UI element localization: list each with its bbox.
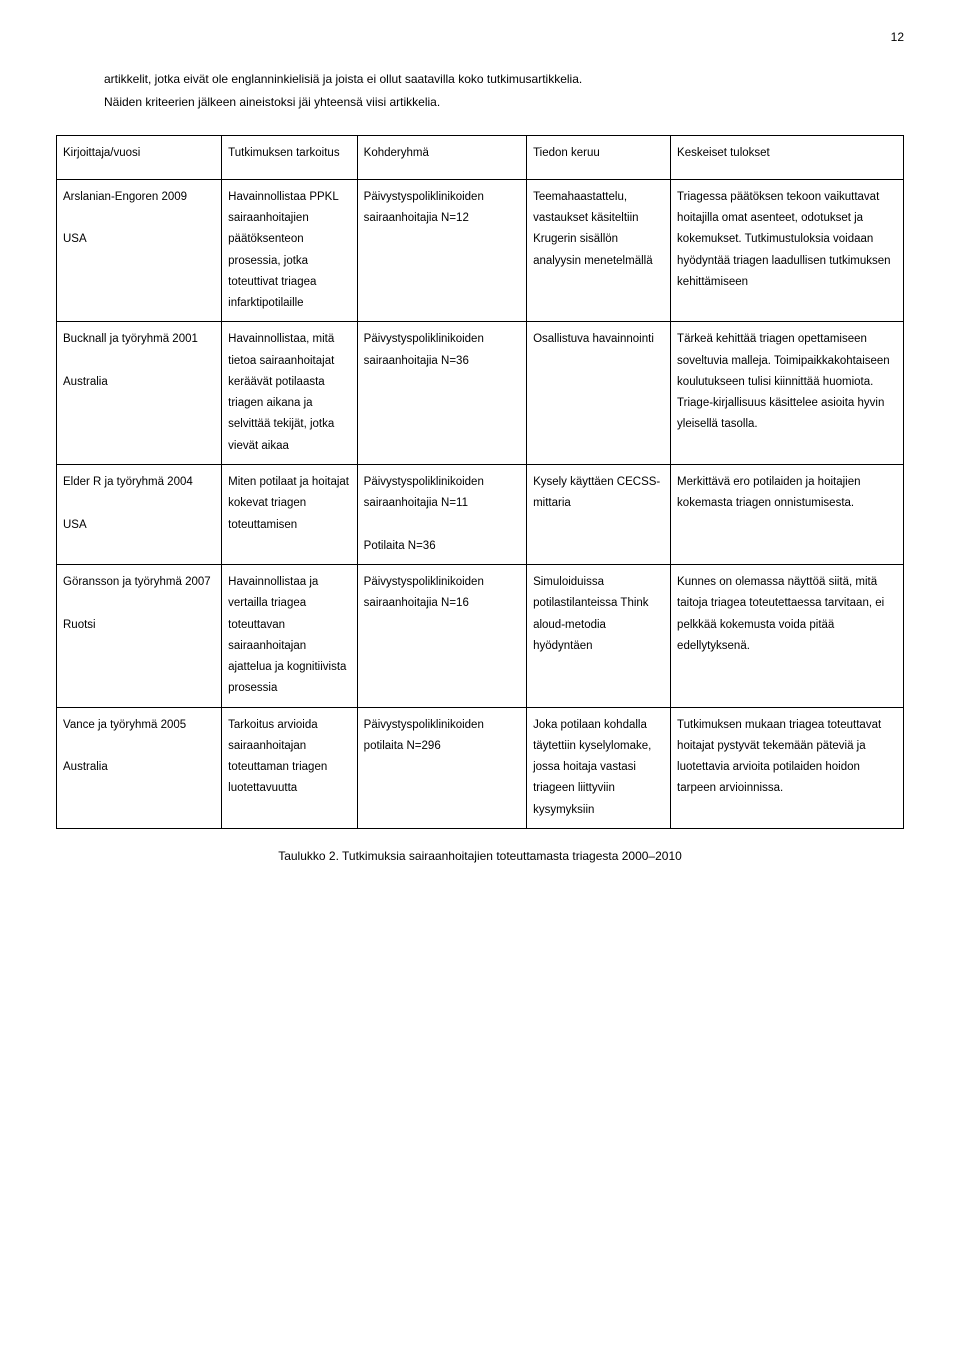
cell-collection: Osallistuva havainnointi: [527, 322, 671, 465]
header-purpose: Tutkimuksen tarkoitus: [222, 135, 358, 179]
cell-purpose: Miten potilaat ja hoitajat kokevat triag…: [222, 464, 358, 564]
cell-collection: Teemahaastattelu, vastaukset käsiteltiin…: [527, 179, 671, 322]
cell-results: Tärkeä kehittää triagen opettamiseen sov…: [671, 322, 904, 465]
cell-target: Päivystyspoliklinikoiden sairaanhoitajia…: [357, 565, 526, 708]
cell-results: Tutkimuksen mukaan triagea toteuttavat h…: [671, 707, 904, 828]
page-number: 12: [56, 28, 904, 46]
cell-target: Päivystyspoliklinikoiden potilaita N=296: [357, 707, 526, 828]
table-body: Arslanian-Engoren 2009USA Havainnollista…: [57, 179, 904, 828]
table-row: Arslanian-Engoren 2009USA Havainnollista…: [57, 179, 904, 322]
cell-target: Päivystyspoliklinikoiden sairaanhoitajia…: [357, 464, 526, 564]
header-target-group: Kohderyhmä: [357, 135, 526, 179]
table-caption: Taulukko 2. Tutkimuksia sairaanhoitajien…: [56, 847, 904, 865]
table-row: Göransson ja työryhmä 2007Ruotsi Havainn…: [57, 565, 904, 708]
studies-table: Kirjoittaja/vuosi Tutkimuksen tarkoitus …: [56, 135, 904, 829]
cell-purpose: Havainnollistaa ja vertailla triagea tot…: [222, 565, 358, 708]
intro-line-1: artikkelit, jotka eivät ole englanninkie…: [104, 72, 582, 86]
cell-target: Päivystyspoliklinikoiden sairaanhoitajia…: [357, 322, 526, 465]
cell-collection: Kysely käyttäen CECSS-mittaria: [527, 464, 671, 564]
table-row: Elder R ja työryhmä 2004USA Miten potila…: [57, 464, 904, 564]
cell-results: Merkittävä ero potilaiden ja hoitajien k…: [671, 464, 904, 564]
cell-purpose: Havainnollistaa, mitä tietoa sairaanhoit…: [222, 322, 358, 465]
cell-purpose: Tarkoitus arvioida sairaanhoitajan toteu…: [222, 707, 358, 828]
cell-author: Arslanian-Engoren 2009USA: [57, 179, 222, 322]
cell-author: Göransson ja työryhmä 2007Ruotsi: [57, 565, 222, 708]
cell-author: Vance ja työryhmä 2005Australia: [57, 707, 222, 828]
intro-paragraph: artikkelit, jotka eivät ole englanninkie…: [104, 68, 904, 115]
header-key-results: Keskeiset tulokset: [671, 135, 904, 179]
cell-author: Bucknall ja työryhmä 2001Australia: [57, 322, 222, 465]
header-author-year: Kirjoittaja/vuosi: [57, 135, 222, 179]
cell-target: Päivystyspoliklinikoiden sairaanhoitajia…: [357, 179, 526, 322]
cell-results: Triagessa päätöksen tekoon vaikuttavat h…: [671, 179, 904, 322]
intro-line-2: Näiden kriteerien jälkeen aineistoksi jä…: [104, 95, 440, 109]
table-header-row: Kirjoittaja/vuosi Tutkimuksen tarkoitus …: [57, 135, 904, 179]
cell-collection: Joka potilaan kohdalla täytettiin kysely…: [527, 707, 671, 828]
table-row: Bucknall ja työryhmä 2001Australia Havai…: [57, 322, 904, 465]
cell-author: Elder R ja työryhmä 2004USA: [57, 464, 222, 564]
header-data-collection: Tiedon keruu: [527, 135, 671, 179]
table-row: Vance ja työryhmä 2005Australia Tarkoitu…: [57, 707, 904, 828]
cell-collection: Simuloiduissa potilastilanteissa Think a…: [527, 565, 671, 708]
cell-purpose: Havainnollistaa PPKL sairaanhoitajien pä…: [222, 179, 358, 322]
cell-results: Kunnes on olemassa näyttöä siitä, mitä t…: [671, 565, 904, 708]
